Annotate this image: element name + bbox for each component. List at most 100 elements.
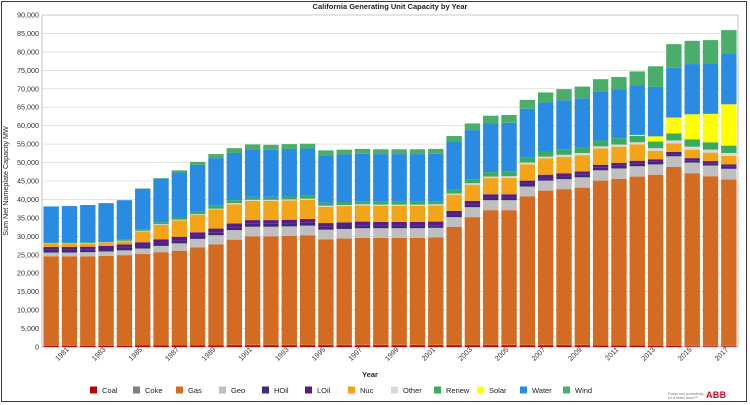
bar-segment-hoil-2003 — [464, 204, 481, 208]
bar-segment-nuc-2015 — [684, 149, 700, 159]
bar-segment-renew-2012 — [629, 135, 645, 143]
bar-segment-geo-1985 — [135, 248, 151, 255]
bar-segment-nuc-2011 — [611, 146, 627, 163]
bar-segment-loil-1995 — [318, 223, 334, 227]
bar-segment-renew-1986 — [153, 222, 169, 225]
x-axis-label: Year — [362, 370, 378, 379]
bar-segment-hoil-1982 — [80, 249, 96, 253]
y-tick-label: 85,000 — [17, 29, 39, 38]
y-tick-label: 40,000 — [17, 195, 39, 204]
bar-segment-nuc-2014 — [666, 143, 682, 152]
y-tick-label: 75,000 — [17, 66, 39, 75]
bar-segment-coal-2009 — [574, 345, 591, 347]
y-tick-label: 0 — [35, 343, 39, 352]
bar-segment-nuc-2003 — [464, 184, 481, 201]
bar-segment-other-2007 — [537, 156, 554, 159]
bar-segment-other-2000 — [409, 204, 426, 206]
bar-segment-renew-1995 — [318, 202, 334, 206]
bar-segment-hoil-1996 — [336, 226, 352, 229]
bar-segment-other-2005 — [501, 176, 517, 179]
bar-segment-wind-2007 — [537, 92, 554, 103]
bar-segment-wind-1991 — [244, 144, 261, 150]
bar-segment-renew-1997 — [354, 201, 371, 205]
legend-swatch-nuc — [348, 386, 355, 394]
legend-label-loil: LOil — [317, 386, 331, 395]
y-tick-label: 50,000 — [17, 158, 39, 167]
bar-segment-coal-2002 — [446, 345, 462, 347]
bar-segment-geo-2009 — [574, 177, 591, 188]
bar-segment-wind-1999 — [391, 149, 407, 155]
bar-segment-wind-1995 — [318, 150, 334, 156]
bar-segment-geo-2001 — [428, 227, 444, 238]
bar-segment-hoil-1986 — [153, 242, 169, 246]
bar-segment-coal-2007 — [537, 345, 554, 347]
legend-swatch-geo — [219, 386, 226, 394]
bar-segment-water-2010 — [592, 91, 609, 141]
bar-segment-geo-1986 — [153, 245, 169, 253]
bar-segment-gas-1996 — [336, 238, 352, 345]
y-tick-label: 30,000 — [17, 232, 39, 241]
bar-segment-coal-1985 — [135, 345, 151, 347]
bar-segment-renew-1984 — [116, 239, 133, 241]
bar-segment-hoil-1983 — [98, 248, 114, 252]
bar-segment-hoil-1981 — [61, 249, 78, 253]
bar-segment-other-2014 — [666, 140, 682, 144]
bar-segment-wind-1986 — [153, 178, 169, 179]
bar-segment-wind-1994 — [299, 143, 316, 149]
bar-segment-coal-1992 — [263, 345, 279, 347]
bar-segment-water-1988 — [189, 164, 206, 212]
bar-segment-water-2009 — [574, 98, 591, 148]
bar-segment-coal-1983 — [98, 345, 114, 347]
bar-segment-coal-1991 — [244, 345, 261, 347]
bar-segment-gas-1981 — [61, 256, 78, 346]
bar-segment-wind-2003 — [464, 123, 481, 131]
bar-segment-nuc-1983 — [98, 242, 114, 246]
bar-segment-hoil-2012 — [629, 163, 645, 167]
bar-segment-renew-1988 — [189, 211, 206, 215]
bar-segment-renew-1990 — [226, 200, 243, 204]
bar-segment-gas-2006 — [519, 196, 536, 345]
bar-segment-coal-1997 — [354, 345, 371, 347]
bar-segment-gas-1997 — [354, 237, 371, 345]
bar-segment-renew-1999 — [391, 201, 407, 205]
bar-segment-nuc-2004 — [483, 178, 499, 195]
bar-segment-renew-1989 — [208, 205, 224, 209]
bar-segment-gas-2003 — [464, 217, 481, 345]
bar-segment-other-1991 — [244, 199, 261, 201]
bar-segment-loil-1984 — [116, 244, 133, 248]
bar-segment-water-1986 — [153, 178, 169, 223]
bar-segment-water-1992 — [263, 149, 279, 197]
bar-segment-gas-1998 — [373, 237, 389, 345]
bar-segment-renew-2006 — [519, 157, 536, 163]
bar-segment-wind-2000 — [409, 149, 426, 155]
bar-segment-hoil-1993 — [281, 223, 297, 227]
bar-segment-geo-1983 — [98, 251, 114, 256]
x-tick-label: 1997 — [346, 345, 364, 363]
bar-segment-wind-1996 — [336, 149, 352, 155]
bar-segment-loil-1996 — [336, 222, 352, 227]
legend-label-water: Water — [532, 386, 552, 395]
bar-segment-hoil-1985 — [135, 245, 151, 249]
bar-segment-other-2004 — [483, 176, 499, 179]
bar-segment-nuc-1984 — [116, 241, 133, 245]
bar-segment-coal-2003 — [464, 345, 481, 347]
bar-segment-other-1992 — [263, 199, 279, 201]
bar-segment-nuc-1988 — [189, 214, 206, 233]
bar-segment-loil-1991 — [244, 220, 261, 224]
bar-segment-renew-1981 — [61, 242, 78, 244]
bar-segment-loil-1990 — [226, 223, 243, 228]
bar-segment-gas-1988 — [189, 247, 206, 346]
y-tick-label: 15,000 — [17, 287, 39, 296]
bar-segment-water-1996 — [336, 154, 352, 203]
y-tick-label: 70,000 — [17, 84, 39, 93]
bar-segment-water-1998 — [373, 154, 389, 202]
bar-segment-geo-1981 — [61, 252, 78, 257]
bar-segment-coal-1984 — [116, 345, 133, 347]
bar-segment-loil-1992 — [263, 220, 279, 224]
bar-segment-other-1999 — [391, 204, 407, 206]
bar-segment-hoil-2015 — [684, 160, 700, 163]
bar-segment-loil-1993 — [281, 219, 297, 224]
bar-segment-gas-2011 — [611, 178, 627, 346]
bar-segment-loil-2016 — [702, 161, 719, 164]
legend-label-solar: Solar — [489, 386, 507, 395]
